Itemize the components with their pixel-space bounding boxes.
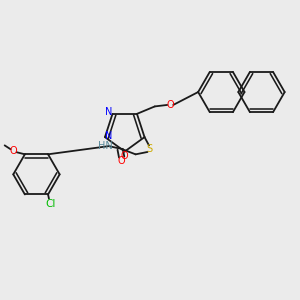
Text: S: S: [147, 144, 153, 154]
Text: O: O: [10, 146, 17, 156]
Text: N: N: [105, 107, 112, 117]
Text: Cl: Cl: [45, 199, 56, 209]
Text: N: N: [105, 130, 112, 141]
Text: HN: HN: [98, 141, 113, 151]
Text: O: O: [167, 100, 174, 110]
Text: O: O: [118, 156, 125, 166]
Text: O: O: [121, 151, 128, 160]
